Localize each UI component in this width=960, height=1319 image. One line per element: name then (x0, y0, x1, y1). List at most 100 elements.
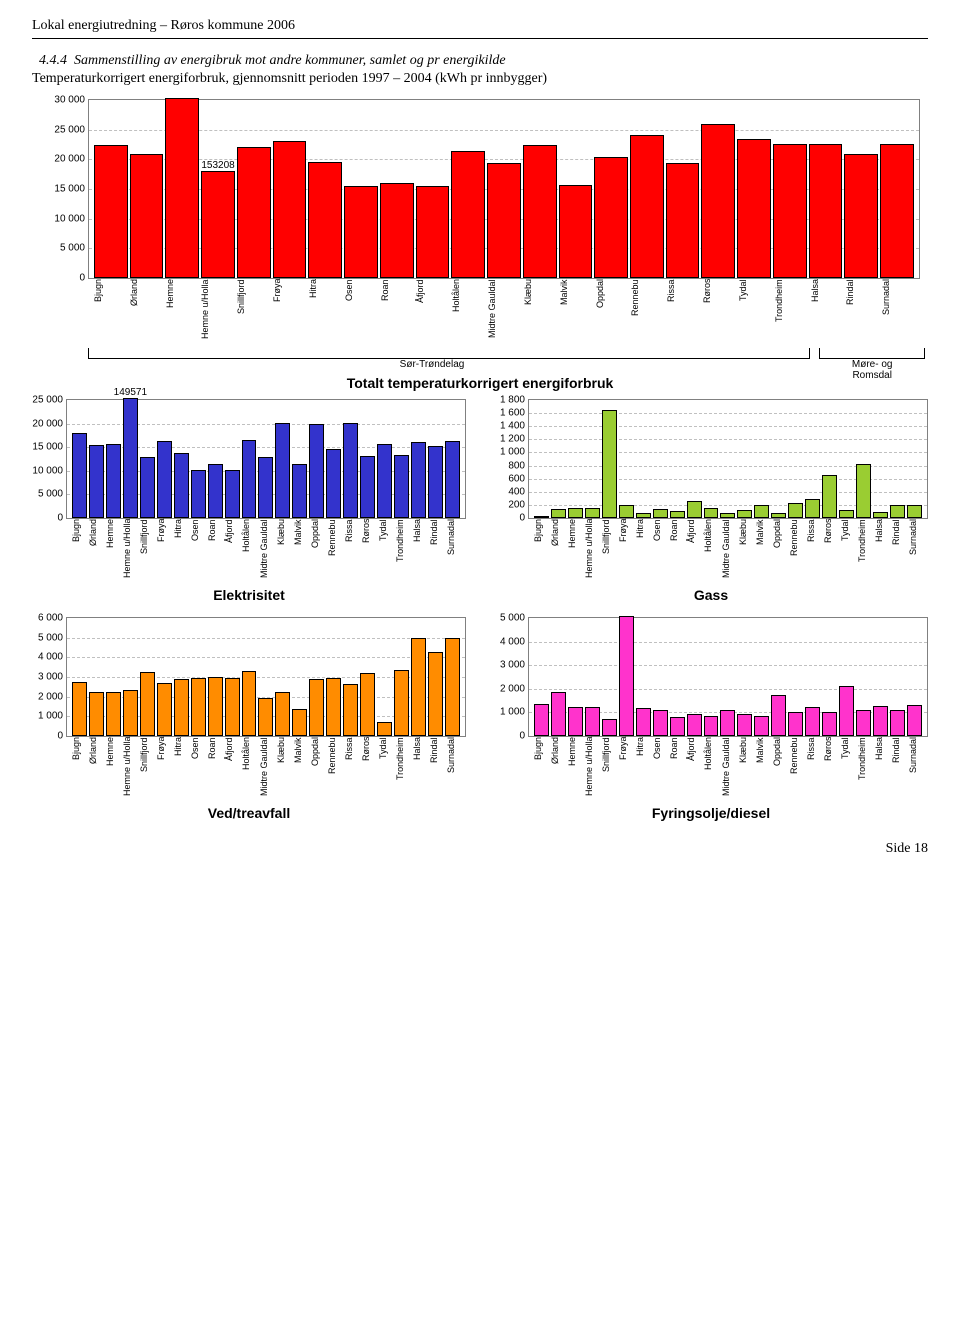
chart-fyringsolje-plot: 01 0002 0003 0004 0005 000 (528, 617, 928, 737)
category-label: Surnadal (908, 519, 923, 581)
category-label: Malvik (755, 737, 770, 799)
bar (394, 455, 409, 518)
bar (326, 678, 341, 736)
bar (275, 692, 290, 736)
y-tick-label: 20 000 (54, 154, 89, 165)
bar (72, 433, 87, 518)
bar (822, 712, 837, 736)
bar (292, 464, 307, 518)
category-label: Roan (207, 737, 222, 799)
category-label: Holtålen (703, 519, 718, 581)
bar (140, 672, 155, 736)
bar (445, 638, 460, 736)
category-label: Klæbu (738, 519, 753, 581)
bar: 149571 (123, 398, 138, 518)
y-tick-label: 600 (508, 473, 529, 484)
category-label: Hitra (173, 519, 188, 581)
bar (773, 144, 807, 278)
category-label: Oppdal (772, 737, 787, 799)
category-label: Halsa (874, 519, 889, 581)
bar (377, 722, 392, 736)
category-label: Oppdal (772, 519, 787, 581)
y-tick-label: 1 000 (500, 447, 529, 458)
title-fyringsolje: Fyringsolje/diesel (494, 805, 928, 821)
y-tick-label: 5 000 (38, 632, 67, 643)
category-label: Røros (361, 519, 376, 581)
bar (411, 638, 426, 736)
bar (687, 714, 702, 736)
bar (275, 423, 290, 518)
category-label: Snillfjord (139, 519, 154, 581)
bar (242, 671, 257, 736)
category-label: Midtre Gauldal (721, 737, 736, 799)
category-label: Holtålen (451, 279, 485, 347)
bar (292, 709, 307, 736)
bar (237, 147, 271, 278)
mid-title: Totalt temperaturkorrigert energiforbruk (32, 375, 928, 391)
bar (559, 185, 593, 278)
category-label: Rissa (344, 519, 359, 581)
category-label: Surnadal (881, 279, 915, 347)
bar (89, 445, 104, 518)
bar (344, 186, 378, 278)
category-label: Roan (669, 519, 684, 581)
category-label: Hemne (567, 519, 582, 581)
bar (551, 692, 566, 736)
category-label: Osen (652, 737, 667, 799)
category-label: Frøya (156, 519, 171, 581)
bar (534, 704, 549, 736)
chart-gass-xlabels: BjugnØrlandHemneHemne u/HollaSnillfjordF… (528, 519, 928, 581)
category-label: Halsa (874, 737, 889, 799)
category-label: Malvik (293, 519, 308, 581)
bar (428, 446, 443, 518)
bar (157, 441, 172, 518)
y-tick-label: 6 000 (38, 613, 67, 624)
category-label: Osen (190, 519, 205, 581)
bar (754, 716, 769, 736)
category-label: Tydal (378, 519, 393, 581)
bar (704, 716, 719, 736)
category-label: Hemne u/Holla (122, 519, 137, 581)
bar (839, 510, 854, 518)
bar (670, 511, 685, 518)
bar (165, 98, 199, 278)
y-tick-label: 5 000 (60, 243, 89, 254)
category-label: Klæbu (276, 519, 291, 581)
bar (636, 708, 651, 736)
bar (890, 505, 905, 518)
category-label: Malvik (755, 519, 770, 581)
y-tick-label: 1 000 (38, 711, 67, 722)
category-label: Rindal (845, 279, 879, 347)
category-label: Snillfjord (236, 279, 270, 347)
category-label: Surnadal (908, 737, 923, 799)
y-tick-label: 5 000 (38, 489, 67, 500)
bar (242, 440, 257, 518)
bar (568, 707, 583, 736)
bar (308, 162, 342, 278)
y-tick-label: 1 800 (500, 395, 529, 406)
category-label: Hemne (567, 737, 582, 799)
category-label: Oppdal (310, 737, 325, 799)
y-tick-label: 15 000 (32, 442, 67, 453)
category-label: Trondheim (395, 519, 410, 581)
category-label: Holtålen (703, 737, 718, 799)
bar (157, 683, 172, 736)
category-label: Snillfjord (601, 519, 616, 581)
main-chart-xlabels: BjugnØrlandHemneHemne u/HollaSnillfjordF… (88, 279, 920, 347)
bar (619, 616, 634, 736)
y-tick-label: 0 (519, 731, 529, 742)
y-tick-label: 4 000 (500, 636, 529, 647)
page-footer: Side 18 (32, 841, 928, 857)
bar (208, 464, 223, 518)
bar (701, 124, 735, 278)
bar (258, 457, 273, 518)
category-label: Åfjord (224, 519, 239, 581)
y-tick-label: 25 000 (32, 395, 67, 406)
category-label: Bjugn (71, 519, 86, 581)
category-label: Åfjord (686, 737, 701, 799)
category-label: Holtålen (241, 519, 256, 581)
bracket-label-1: Sør-Trøndelag (382, 359, 482, 370)
bar (411, 442, 426, 518)
bar (123, 690, 138, 736)
section-subheading: Temperaturkorrigert energiforbruk, gjenn… (32, 71, 928, 87)
